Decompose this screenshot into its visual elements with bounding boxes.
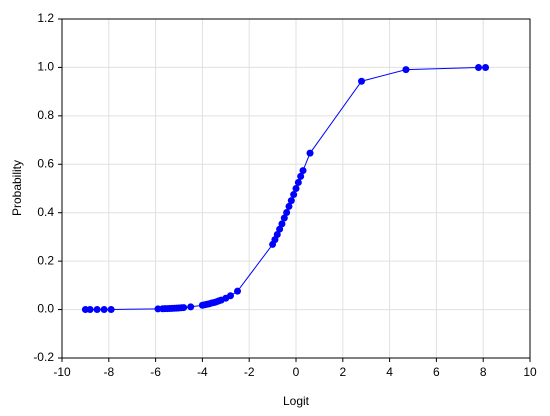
data-point xyxy=(299,167,307,175)
y-axis-label: Probability xyxy=(10,160,24,216)
y-tick-label: 0.4 xyxy=(37,205,54,219)
y-tick-label: 1.2 xyxy=(37,11,54,25)
y-tick-label: 1.0 xyxy=(37,60,54,74)
y-tick-label: 0.2 xyxy=(37,253,54,267)
x-tick-label: 2 xyxy=(339,365,346,379)
x-tick-label: -10 xyxy=(53,365,71,379)
data-point xyxy=(226,292,234,300)
x-tick-label: 8 xyxy=(480,365,487,379)
data-point xyxy=(280,214,288,222)
data-point xyxy=(100,305,108,313)
data-point xyxy=(294,178,302,186)
x-tick-label: -6 xyxy=(150,365,161,379)
data-point xyxy=(358,77,366,85)
data-point xyxy=(93,306,101,314)
data-point xyxy=(290,191,298,199)
data-point xyxy=(276,225,284,233)
y-tick-label: -0.2 xyxy=(33,350,54,364)
x-axis-label: Logit xyxy=(283,394,310,408)
x-tick-label: 0 xyxy=(293,365,300,379)
data-point xyxy=(283,208,291,216)
data-point xyxy=(306,149,314,157)
data-point xyxy=(475,64,483,72)
data-point xyxy=(297,172,305,180)
data-point xyxy=(234,287,241,295)
data-point xyxy=(86,306,94,314)
x-tick-label: -4 xyxy=(197,365,208,379)
plot-frame xyxy=(61,18,531,359)
data-point xyxy=(187,303,195,311)
data-point xyxy=(273,231,281,239)
x-tick-label: 10 xyxy=(523,365,537,379)
data-point xyxy=(287,197,295,205)
data-point xyxy=(402,66,410,74)
data-point xyxy=(482,64,490,72)
y-tick-label: 0.6 xyxy=(37,156,54,170)
data-point xyxy=(285,202,293,210)
y-tick-label: 0.0 xyxy=(37,302,54,316)
data-point xyxy=(180,304,188,312)
data-point xyxy=(292,185,300,192)
x-tick-label: 6 xyxy=(433,365,440,379)
data-point xyxy=(278,220,286,228)
x-tick-label: 4 xyxy=(386,365,393,379)
data-point xyxy=(107,305,115,313)
x-tick-label: -2 xyxy=(244,365,255,379)
y-tick-label: 0.8 xyxy=(37,108,54,122)
x-tick-label: -8 xyxy=(103,365,114,379)
